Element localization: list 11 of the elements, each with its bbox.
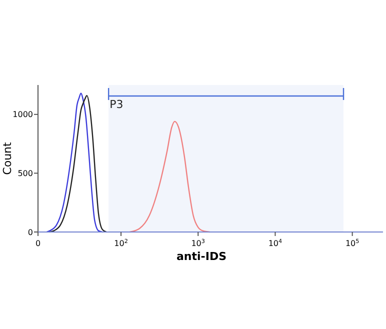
x-tick-label: 10$^{3}$: [191, 238, 206, 248]
y-tick-label: 0: [28, 228, 33, 237]
x-tick-label: 10$^{2}$: [114, 238, 128, 248]
y-axis-title: Count: [1, 141, 14, 175]
x-tick-label: 0: [35, 239, 41, 248]
y-tick-label: 500: [18, 169, 33, 178]
x-tick-label: 10$^{4}$: [268, 238, 283, 248]
y-tick-label: 1000: [12, 110, 33, 120]
x-axis-title: anti-IDS: [176, 250, 227, 263]
x-tick-label: 10$^{5}$: [345, 238, 360, 248]
band-label: P3: [110, 98, 124, 111]
